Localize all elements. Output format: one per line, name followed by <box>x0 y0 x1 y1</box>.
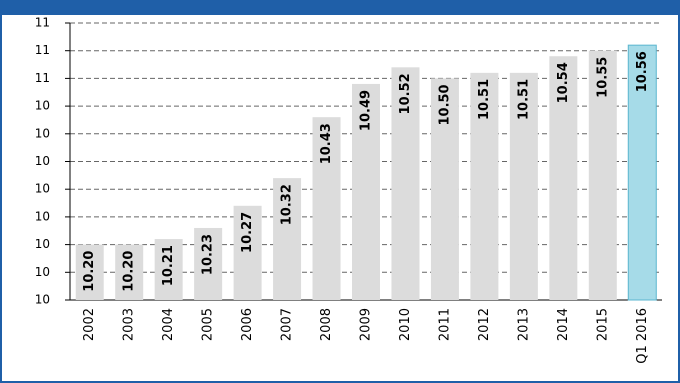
value-label: 10.27 <box>240 212 255 253</box>
y-tick-label: 10 <box>35 293 50 307</box>
value-label: 10.50 <box>437 84 452 125</box>
x-tick-label: 2007 <box>280 308 295 341</box>
y-tick-label: 10 <box>35 154 50 168</box>
y-tick-label: 10 <box>35 99 50 113</box>
bar <box>273 178 302 300</box>
y-tick-label: 10 <box>35 126 50 140</box>
x-tick-label: 2006 <box>240 308 255 341</box>
value-label: 10.54 <box>556 62 571 103</box>
header-band <box>0 0 680 14</box>
value-label: 10.43 <box>319 123 334 164</box>
y-tick-label: 10 <box>35 237 50 251</box>
x-tick-label: 2008 <box>319 308 334 341</box>
y-tick-label: 10 <box>35 182 50 196</box>
bar <box>470 72 499 300</box>
y-tick-label: 11 <box>35 16 50 30</box>
bar <box>352 83 380 300</box>
value-label: 10.51 <box>477 79 492 120</box>
bar <box>75 244 104 300</box>
bar <box>115 244 144 300</box>
bar <box>391 67 420 300</box>
bar <box>194 227 223 300</box>
value-label: 10.32 <box>280 184 295 225</box>
x-tick-label: 2002 <box>82 308 97 341</box>
x-tick-label: 2015 <box>595 308 610 341</box>
value-label: 10.51 <box>516 79 531 120</box>
x-tick-label: 2013 <box>516 308 531 341</box>
x-tick-label: 2004 <box>161 308 176 341</box>
bar <box>588 50 617 301</box>
bar <box>233 205 262 300</box>
x-tick-label: 2009 <box>359 308 374 341</box>
value-label: 10.55 <box>595 57 610 98</box>
bar <box>509 72 538 300</box>
bar <box>430 78 459 301</box>
value-label: 10.23 <box>201 234 216 275</box>
x-tick-label: 2003 <box>122 308 137 341</box>
value-label: 10.56 <box>635 51 650 92</box>
value-label: 10.20 <box>122 251 137 292</box>
value-label: 10.52 <box>398 73 413 114</box>
bar <box>154 239 183 300</box>
x-tick-label: 2012 <box>477 308 492 341</box>
x-tick-label: 2011 <box>437 308 452 341</box>
value-label: 10.49 <box>359 90 374 131</box>
value-label: 10.21 <box>161 245 176 286</box>
x-tick-label: 2005 <box>201 308 216 341</box>
bar <box>312 117 341 301</box>
y-tick-label: 11 <box>35 43 50 57</box>
bar <box>627 44 657 301</box>
x-tick-label: Q1 2016 <box>635 308 650 364</box>
y-tick-label: 10 <box>35 209 50 223</box>
x-tick-label: 2010 <box>398 308 413 341</box>
bar <box>549 56 578 300</box>
x-tick-label: 2014 <box>556 308 571 341</box>
y-tick-label: 10 <box>35 265 50 279</box>
value-label: 10.20 <box>82 251 97 292</box>
y-tick-label: 11 <box>35 71 50 85</box>
